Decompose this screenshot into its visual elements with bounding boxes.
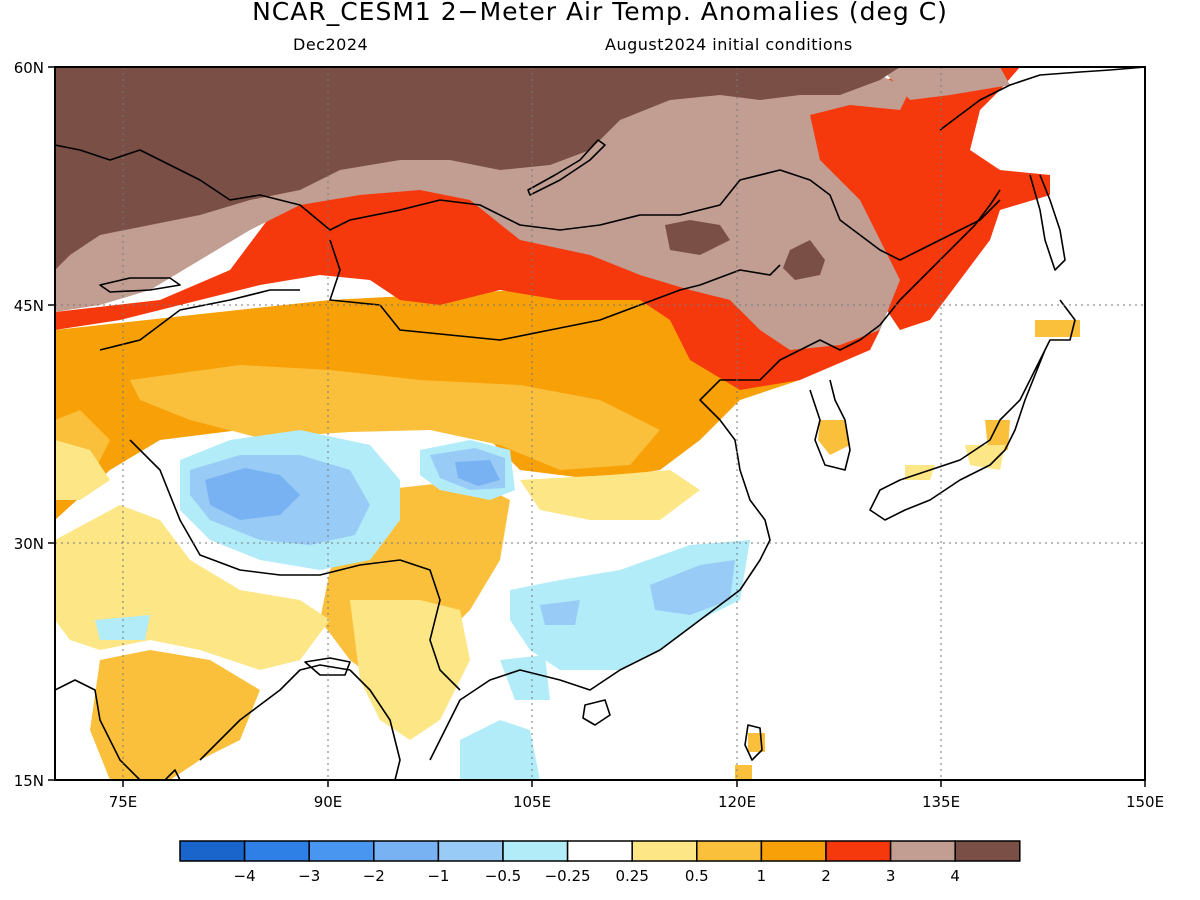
lon-label: 90E <box>314 793 343 811</box>
lat-tick-labels: 60N 45N 30N 15N <box>14 59 44 790</box>
lat-label: 30N <box>14 535 44 553</box>
japan-coast-line <box>869 299 1076 521</box>
anomaly-0.5-to-1-region <box>90 650 260 780</box>
colorbar-swatch <box>760 840 827 862</box>
lon-label: 75E <box>109 793 138 811</box>
anomaly-minus-1-to-minus-0.5-region <box>540 600 580 625</box>
lat-tick-marks <box>48 66 55 781</box>
map-frame <box>54 66 1146 781</box>
coastlines-and-borders <box>55 67 1145 780</box>
india-east-coast-line <box>199 664 401 780</box>
colorbar-label: −3 <box>298 867 320 885</box>
colorbar-swatch <box>954 840 1021 862</box>
map-title: NCAR_CESM1 2−Meter Air Temp. Anomalies (… <box>252 0 948 26</box>
anomaly-3-to-4-region <box>55 75 910 350</box>
colorbar-label: 3 <box>886 867 896 885</box>
anomaly-minus-0.5-to-minus-0.25-region <box>95 615 150 640</box>
lake-balkhash-line <box>99 277 181 293</box>
lat-label: 45N <box>14 297 44 315</box>
anomaly-minus-2-to-minus-1-region <box>455 460 500 486</box>
anomaly-3-to-4-region <box>880 67 1010 100</box>
korea-coast-line <box>809 379 851 471</box>
colorbar-swatch <box>889 840 956 862</box>
colorbar-label: 0.5 <box>685 867 709 885</box>
colorbar: −4 −3 −2 −1 −0.5 −0.25 0.25 0.5 1 2 3 4 <box>179 840 1021 885</box>
lat-label: 60N <box>14 59 44 77</box>
sakhalin-coast-line <box>1029 174 1066 271</box>
anomaly-0.25-to-0.5-region <box>965 445 1005 470</box>
colorbar-label: 4 <box>950 867 960 885</box>
colorbar-swatch <box>825 840 892 862</box>
colorbar-swatch <box>566 840 633 862</box>
anomaly-0.5-to-1-region <box>735 765 752 780</box>
colorbar-label: −4 <box>234 867 256 885</box>
anomaly-0.5-to-1-region <box>130 365 660 470</box>
russia-border-line <box>55 144 1001 261</box>
colorbar-label: −0.5 <box>485 867 521 885</box>
colorbar-swatch <box>437 840 504 862</box>
bangladesh-coast-line <box>304 657 351 676</box>
anomaly-0.25-to-0.5-region <box>520 470 700 520</box>
anomaly-2-to-3-region <box>55 185 880 390</box>
forecast-month: Dec2024 <box>293 35 369 54</box>
colorbar-label: 2 <box>821 867 831 885</box>
anomaly-minus-2-to-minus-1-region <box>205 468 300 520</box>
sri-lanka-coast-line <box>164 769 181 780</box>
anomaly-above-4-region <box>665 220 730 255</box>
initial-conditions-label: August2024 initial conditions <box>605 35 853 54</box>
colorbar-label: 0.25 <box>615 867 648 885</box>
colorbar-swatch <box>308 840 375 862</box>
mongolia-border-line <box>329 239 781 341</box>
anomaly-0.25-to-0.5-region <box>55 440 110 500</box>
colorbar-label: 1 <box>757 867 767 885</box>
colorbar-swatch <box>243 840 310 862</box>
taiwan-coast-line <box>744 724 763 761</box>
anomaly-0.5-to-1-region <box>985 420 1010 450</box>
lake-baikal-line <box>527 139 606 196</box>
anomaly-minus-1-to-minus-0.5-region <box>650 560 735 615</box>
lon-label: 135E <box>922 793 960 811</box>
anomaly-0.5-to-1-region <box>1035 320 1080 337</box>
lat-label: 15N <box>14 772 44 790</box>
himalaya-border-line <box>129 439 461 691</box>
anomaly-minus-0.5-to-minus-0.25-region <box>500 655 550 700</box>
lon-label: 105E <box>513 793 551 811</box>
southeast-asia-coast-line <box>429 189 1001 761</box>
anomaly-above-4-region <box>783 240 825 280</box>
colorbar-swatch <box>502 840 569 862</box>
graticule <box>55 67 1145 780</box>
anomaly-0.5-to-1-region <box>818 420 850 455</box>
colorbar-swatch <box>631 840 698 862</box>
colorbar-swatch <box>696 840 763 862</box>
lon-label: 150E <box>1126 793 1164 811</box>
colorbar-label: −0.25 <box>545 867 591 885</box>
colorbar-label: −2 <box>363 867 385 885</box>
anomaly-above-4-region <box>55 67 900 270</box>
colorbar-swatch <box>179 840 246 862</box>
lon-tick-marks <box>122 780 1146 787</box>
lon-tick-labels: 75E 90E 105E 120E 135E 150E <box>109 793 1164 811</box>
colorbar-swatch <box>373 840 440 862</box>
colorbar-label: −1 <box>427 867 449 885</box>
anomaly-field <box>55 67 1145 780</box>
anomaly-minus-0.5-to-minus-0.25-region <box>460 720 540 780</box>
lon-label: 120E <box>718 793 756 811</box>
okhotsk-coast-line <box>939 67 1145 131</box>
hainan-coast-line <box>582 699 611 726</box>
